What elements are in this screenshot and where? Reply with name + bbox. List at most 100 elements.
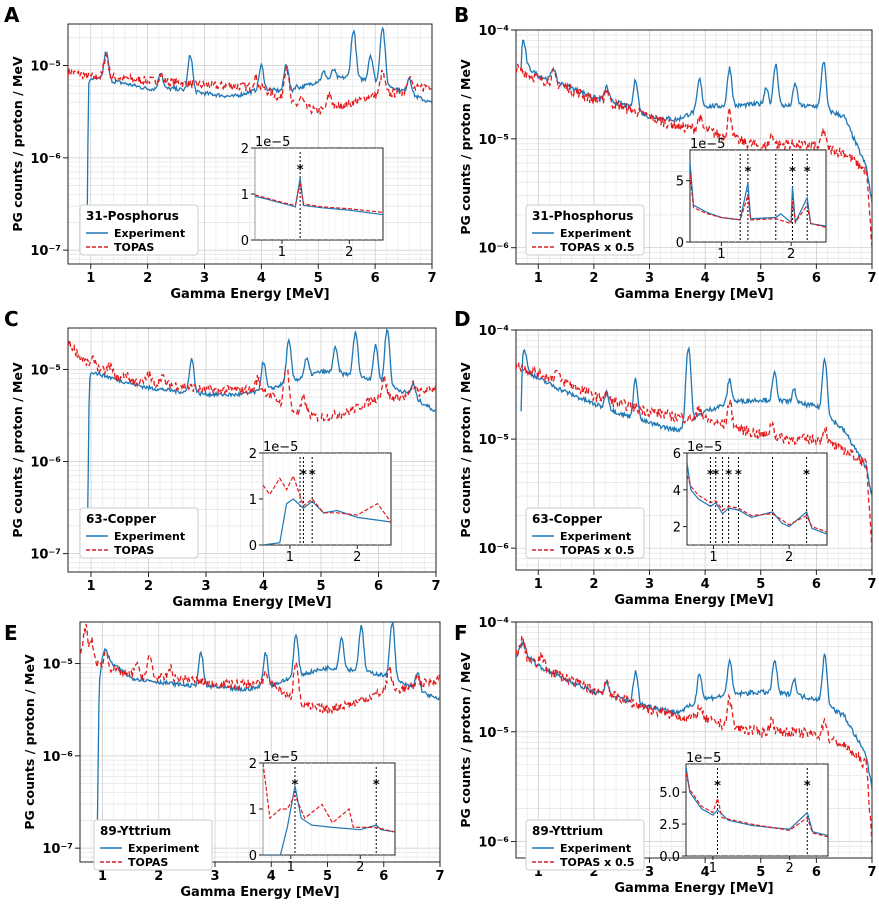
y-tick-label: 10⁻⁴: [478, 324, 509, 339]
y-tick-label: 10⁻⁴: [478, 616, 509, 631]
inset-chart: * * 0 1 2 1 2 1e−5: [249, 750, 396, 875]
x-axis-label: Gamma Energy [MeV]: [614, 287, 773, 302]
panel-d: D 1 2 3 4 5 6 7 10⁻⁶ 10⁻⁵ 10⁻⁴ Gamma Energy [MeV] PG…: [454, 307, 877, 608]
series-topas-line: [68, 52, 432, 116]
inset-frame: [689, 149, 827, 243]
y-tick-label: 10⁻⁷: [42, 842, 73, 857]
inset-y-tick-label: 5: [676, 175, 684, 190]
inset-multiplier: 1e−5: [687, 440, 722, 455]
inset-y-tick-label: 5.0: [659, 786, 680, 801]
x-tick-label: 7: [435, 869, 444, 884]
x-tick-label: 7: [867, 865, 876, 880]
x-tick-label: 7: [867, 271, 876, 286]
inset-chart: * * * 0 5 1 2 1e−5: [676, 137, 827, 262]
inset-x-tick-label: 1: [286, 550, 294, 565]
x-tick-label: 4: [257, 271, 266, 286]
legend-label-experiment: Experiment: [560, 227, 631, 240]
panel-letter: B: [454, 3, 469, 27]
x-tick-label: 3: [201, 579, 210, 594]
axes-frame: [67, 23, 433, 265]
series-experiment-line: [96, 622, 440, 849]
legend-label-experiment: Experiment: [128, 842, 199, 855]
x-tick-label: 2: [589, 271, 598, 286]
inset-experiment-line: [255, 177, 383, 216]
inset-x-tick-label: 1: [717, 247, 725, 262]
inset-marker-star: *: [707, 468, 714, 483]
y-axis-label: PG counts / proton / MeV: [458, 59, 473, 235]
inset-chart: * 0 1 2 1 2 1e−5: [241, 135, 384, 260]
x-tick-label: 6: [371, 271, 380, 286]
panel-c: C 1 2 3 4 5 6 7 10⁻⁷ 10⁻⁶ 10⁻⁵ Gamma Energy [MeV] PG…: [4, 307, 441, 610]
axes-frame: [515, 621, 873, 859]
panel-letter: C: [4, 307, 19, 331]
x-tick-label: 4: [259, 579, 268, 594]
inset-y-tick-label: 2: [673, 521, 681, 536]
series-experiment-line: [86, 328, 436, 544]
y-tick-label: 10⁻⁵: [478, 133, 509, 148]
panel-a: A 1 2 3 4 5 6 7 10⁻⁷ 10⁻⁶ 10⁻⁵ Gamma Energy [MeV] PG…: [4, 3, 437, 302]
axes-frame: [515, 29, 873, 265]
x-tick-label: 4: [701, 577, 710, 592]
series-topas-line: [516, 362, 872, 552]
y-axis-label: PG counts / proton / MeV: [10, 56, 25, 232]
panel-letter: D: [454, 307, 471, 331]
inset-frame: [686, 452, 828, 546]
inset-chart: * * 0.0 2.5 5.0 1 2 1e−5: [659, 751, 829, 876]
legend-label-topas: TOPAS x 0.5: [560, 544, 635, 557]
inset-y-tick-label: 2: [241, 142, 249, 157]
legend-title: 89-Yttrium: [100, 824, 171, 838]
x-tick-label: 4: [701, 271, 710, 286]
panel-letter: E: [4, 621, 18, 645]
inset-experiment-line: [263, 498, 391, 545]
legend-label-topas: TOPAS: [114, 544, 154, 557]
x-tick-label: 6: [812, 271, 821, 286]
series-topas-line: [80, 623, 440, 715]
inset-topas-line: [263, 474, 391, 523]
inset-experiment-line: [690, 162, 826, 227]
inset-y-tick-label: 0: [249, 539, 257, 554]
inset-marker-star: *: [309, 468, 316, 483]
x-axis-label: Gamma Energy [MeV]: [180, 885, 339, 900]
x-tick-label: 6: [812, 865, 821, 880]
series-topas-line: [516, 634, 872, 848]
inset-y-tick-label: 0.0: [659, 850, 680, 865]
inset-y-tick-label: 1: [249, 803, 257, 818]
inset-y-tick-label: 1: [241, 188, 249, 203]
axes-frame: [515, 329, 873, 571]
y-tick-label: 10⁻⁶: [478, 242, 509, 257]
legend-label-experiment: Experiment: [560, 842, 631, 855]
inset-multiplier: 1e−5: [255, 135, 290, 150]
inset-multiplier: 1e−5: [263, 750, 298, 765]
inset-topas-line: [690, 174, 826, 228]
y-axis-label: PG counts / proton / MeV: [458, 652, 473, 828]
inset-x-tick-label: 2: [785, 861, 793, 876]
inset-marker-star: *: [297, 163, 304, 178]
x-tick-label: 7: [427, 271, 436, 286]
x-tick-label: 1: [86, 579, 95, 594]
y-axis-label: PG counts / proton / MeV: [22, 654, 37, 830]
inset-experiment-line: [687, 462, 827, 535]
x-tick-label: 2: [589, 577, 598, 592]
inset-multiplier: 1e−5: [686, 751, 721, 766]
inset-x-tick-label: 1: [287, 860, 295, 875]
y-tick-label: 10⁻⁷: [30, 548, 61, 563]
axes-frame: [79, 621, 441, 863]
inset-marker-star: *: [744, 165, 751, 180]
y-axis-label: PG counts / proton / MeV: [458, 362, 473, 538]
x-tick-label: 4: [267, 869, 276, 884]
panel-b: B 1 2 3 4 5 6 7 10⁻⁶ 10⁻⁵ 10⁻⁴ Gamma Energy [MeV] PG…: [454, 3, 877, 302]
y-tick-label: 10⁻⁶: [30, 152, 61, 167]
legend-box: [525, 204, 645, 256]
series-topas-line: [68, 339, 436, 423]
inset-x-tick-label: 1: [709, 861, 717, 876]
y-tick-label: 10⁻⁶: [478, 836, 509, 851]
inset-x-tick-label: 2: [785, 550, 793, 565]
